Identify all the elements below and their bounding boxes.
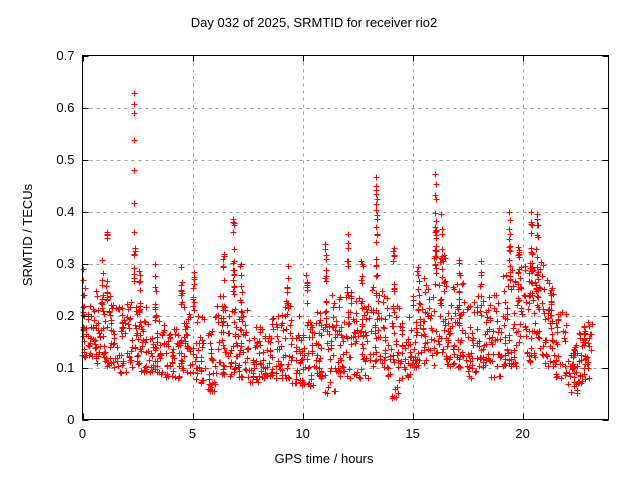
x-tick-label: 0	[79, 426, 86, 441]
x-axis-label: GPS time / hours	[274, 451, 374, 466]
x-tick-label: 5	[189, 426, 196, 441]
y-tick-label: 0.2	[56, 308, 74, 323]
y-tick-label: 0.3	[56, 256, 74, 271]
x-tick-label: 10	[295, 426, 309, 441]
y-tick-label: 0.7	[56, 48, 74, 63]
plot-border	[82, 55, 609, 420]
x-tick-label: 20	[515, 426, 529, 441]
data-points-path	[79, 90, 596, 402]
y-tick-label: 0.4	[56, 204, 74, 219]
y-tick-label: 0.1	[56, 360, 74, 375]
x-tick-label: 15	[405, 426, 419, 441]
chart-title: Day 032 of 2025, SRMTID for receiver rio…	[190, 15, 438, 30]
y-tick-label: 0	[67, 412, 74, 427]
y-tick-label: 0.6	[56, 100, 74, 115]
y-tick-label: 0.5	[56, 152, 74, 167]
